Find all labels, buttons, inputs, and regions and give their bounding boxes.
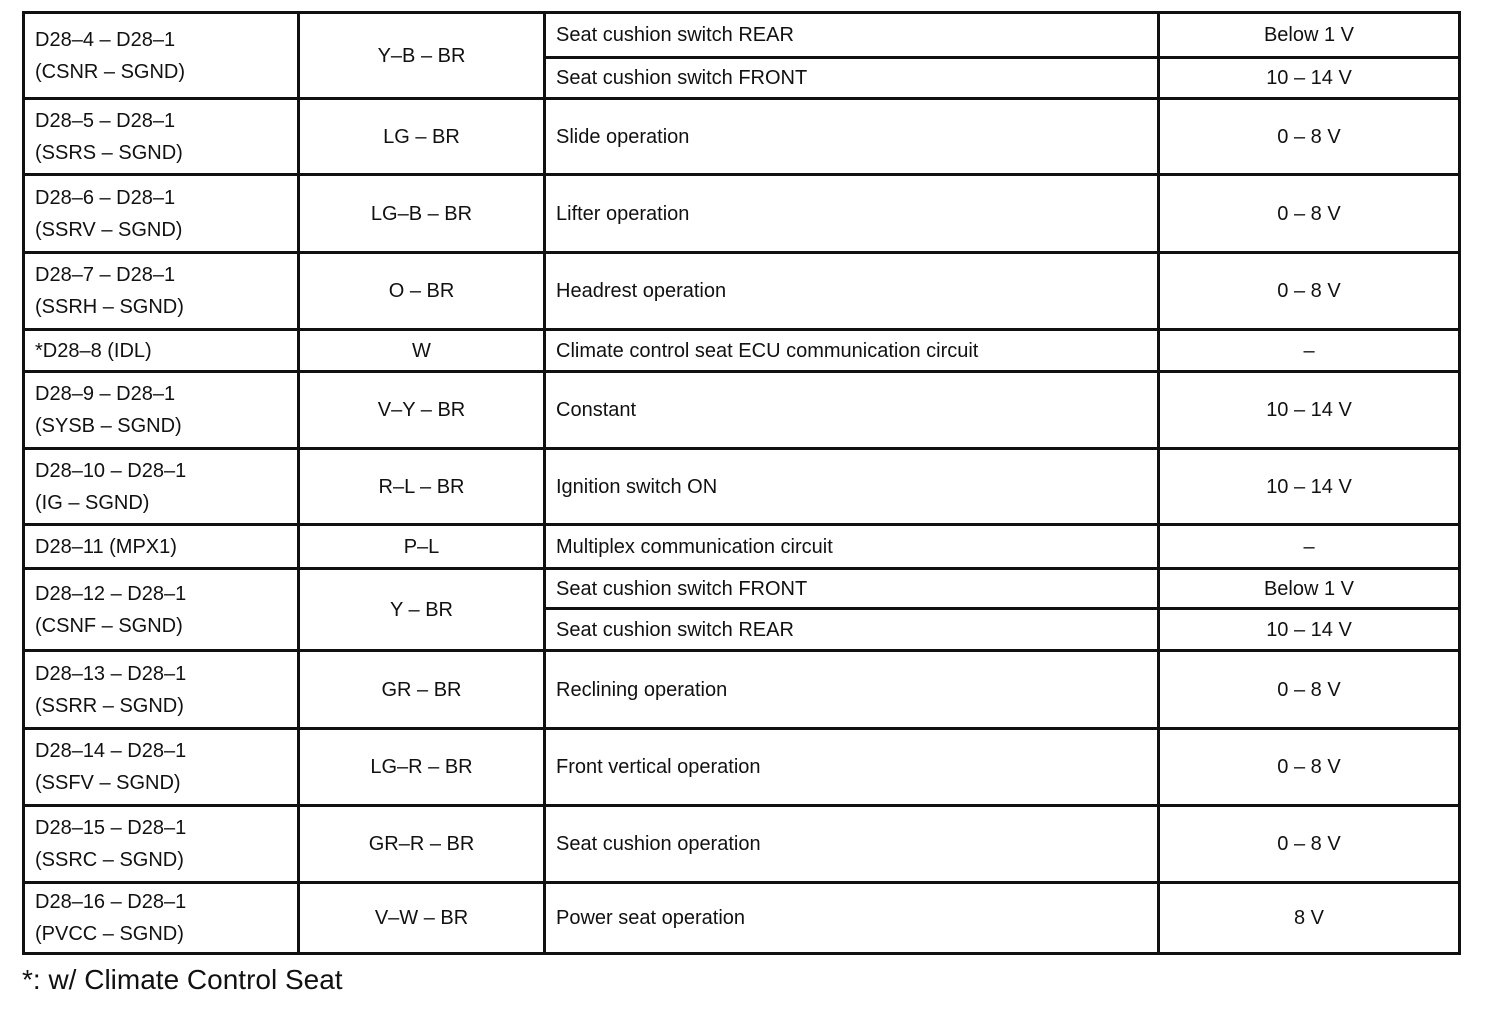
- terminal-cell: D28–5 – D28–1 (SSRS – SGND): [22, 97, 300, 176]
- table-row: D28–14 – D28–1 (SSFV – SGND) LG–R – BR Fron…: [22, 727, 1461, 807]
- footnote: *: w/ Climate Control Seat: [22, 964, 343, 995]
- terminal-line: D28–6 – D28–1: [35, 186, 176, 209]
- terminal-cell: D28–6 – D28–1 (SSRV – SGND): [22, 173, 300, 254]
- spec-cell: 10 – 14 V: [1157, 370, 1461, 450]
- wire-color-cell: P–L: [297, 523, 546, 570]
- terminal-line: (PVCC – SGND): [35, 923, 184, 945]
- terminal-line: (IG – SGND): [35, 491, 150, 514]
- condition-cell: Seat cushion switch REAR: [543, 11, 1160, 59]
- terminal-cell: D28–14 – D28–1 (SSFV – SGND): [22, 727, 300, 807]
- table-row: D28–6 – D28–1 (SSRV – SGND) LG–B – BR Lifte…: [22, 173, 1461, 254]
- condition-cell: Lifter operation: [543, 173, 1160, 254]
- spec-cell: 0 – 8 V: [1157, 173, 1461, 254]
- wire-color-cell: O – BR: [297, 251, 546, 331]
- spec-cell: 0 – 8 V: [1157, 649, 1461, 730]
- terminal-line: D28–11 (MPX1): [35, 535, 177, 558]
- spec-cell: 10 – 14 V: [1157, 56, 1461, 100]
- terminal-line: D28–7 – D28–1: [35, 264, 176, 286]
- terminal-cell: D28–11 (MPX1): [22, 523, 300, 570]
- spec-cell: 0 – 8 V: [1157, 727, 1461, 807]
- condition-cell: Multiplex communication circuit: [543, 523, 1160, 570]
- terminal-line: D28–16 – D28–1: [35, 891, 187, 913]
- terminal-line: D28–5 – D28–1: [35, 109, 176, 132]
- terminal-cell: D28–9 – D28–1 (SYSB – SGND): [22, 370, 300, 450]
- terminal-cell: D28–12 – D28–1 (CSNF – SGND): [22, 567, 300, 652]
- spec-cell: –: [1157, 328, 1461, 373]
- terminal-cell: D28–16 – D28–1 (PVCC – SGND): [22, 881, 300, 955]
- condition-cell: Power seat operation: [543, 881, 1160, 955]
- terminal-line: D28–15 – D28–1: [35, 817, 187, 839]
- condition-cell: Slide operation: [543, 97, 1160, 176]
- table-row: D28–11 (MPX1) P–L Multiplex communication …: [22, 523, 1461, 570]
- terminal-voltage-table: D28–4 – D28–1 (CSNR – SGND) Y–B – BR Seat c…: [22, 11, 1461, 955]
- table-row: D28–10 – D28–1 (IG – SGND) R–L – BR Ignitio…: [22, 447, 1461, 526]
- terminal-line: (CSNR – SGND): [35, 60, 186, 83]
- terminal-line: (SSRH – SGND): [35, 296, 184, 318]
- table-row: D28–16 – D28–1 (PVCC – SGND) V–W – BR Power…: [22, 881, 1461, 955]
- spec-cell: –: [1157, 523, 1461, 570]
- wire-color-cell: Y – BR: [297, 567, 546, 652]
- table-row: D28–9 – D28–1 (SYSB – SGND) V–Y – BR Consta…: [22, 370, 1461, 450]
- wire-color-cell: LG – BR: [297, 97, 546, 176]
- table-row: *D28–8 (IDL) W Climate control seat ECU co…: [22, 328, 1461, 373]
- terminal-line: D28–12 – D28–1: [35, 582, 187, 605]
- terminal-line: *D28–8 (IDL): [35, 339, 152, 362]
- condition-cell: Seat cushion switch REAR: [543, 607, 1160, 652]
- table-row: D28–12 – D28–1 (CSNF – SGND) Y – BR Seat cu…: [22, 567, 1461, 652]
- terminal-line: D28–13 – D28–1: [35, 662, 187, 685]
- table-row: Seat cushion switch FRONT 10 – 14 V: [24, 56, 1461, 100]
- terminal-line: (CSNF – SGND): [35, 614, 183, 637]
- terminal-cell: D28–4 – D28–1 (CSNR – SGND): [22, 11, 300, 100]
- table-row: D28–15 – D28–1 (SSRC – SGND) GR–R – BR Seat…: [22, 804, 1461, 884]
- wire-color-cell: V–Y – BR: [297, 370, 546, 450]
- spec-cell: 0 – 8 V: [1157, 97, 1461, 176]
- terminal-line: (SSFV – SGND): [35, 772, 181, 794]
- terminal-line: D28–10 – D28–1: [35, 459, 187, 482]
- spec-cell: Below 1 V: [1157, 567, 1461, 610]
- condition-cell: Seat cushion switch FRONT: [543, 567, 1160, 610]
- terminal-cell: D28–13 – D28–1 (SSRR – SGND): [22, 649, 300, 730]
- table-row: Seat cushion switch REAR 10 – 14 V: [24, 607, 1461, 652]
- wire-color-cell: LG–B – BR: [297, 173, 546, 254]
- wire-color-cell: V–W – BR: [297, 881, 546, 955]
- spec-cell: 8 V: [1157, 881, 1461, 955]
- condition-cell: Ignition switch ON: [543, 447, 1160, 526]
- spec-cell: Below 1 V: [1157, 11, 1461, 59]
- condition-cell: Reclining operation: [543, 649, 1160, 730]
- table-row: D28–5 – D28–1 (SSRS – SGND) LG – BR Slide o…: [22, 97, 1461, 176]
- condition-cell: Climate control seat ECU communication c…: [543, 328, 1160, 373]
- table-row: D28–7 – D28–1 (SSRH – SGND) O – BR Headrest…: [22, 251, 1461, 331]
- spec-cell: 0 – 8 V: [1157, 804, 1461, 884]
- terminal-cell: *D28–8 (IDL): [22, 328, 300, 373]
- condition-cell: Front vertical operation: [543, 727, 1160, 807]
- wire-color-cell: GR – BR: [297, 649, 546, 730]
- terminal-line: (SSRS – SGND): [35, 141, 183, 164]
- terminal-cell: D28–10 – D28–1 (IG – SGND): [22, 447, 300, 526]
- wire-color-cell: GR–R – BR: [297, 804, 546, 884]
- table-row: D28–4 – D28–1 (CSNR – SGND) Y–B – BR Seat c…: [22, 11, 1461, 100]
- terminal-line: D28–9 – D28–1: [35, 383, 176, 405]
- wire-color-cell: R–L – BR: [297, 447, 546, 526]
- condition-cell: Seat cushion operation: [543, 804, 1160, 884]
- spec-cell: 10 – 14 V: [1157, 607, 1461, 652]
- condition-cell: Seat cushion switch FRONT: [543, 56, 1160, 100]
- spec-cell: 10 – 14 V: [1157, 447, 1461, 526]
- condition-cell: Headrest operation: [543, 251, 1160, 331]
- terminal-line: (SSRC – SGND): [35, 849, 184, 871]
- terminal-line: D28–4 – D28–1: [35, 28, 176, 51]
- terminal-cell: D28–15 – D28–1 (SSRC – SGND): [22, 804, 300, 884]
- wire-color-cell: Y–B – BR: [297, 11, 546, 100]
- terminal-line: D28–14 – D28–1: [35, 740, 187, 762]
- wire-color-cell: LG–R – BR: [297, 727, 546, 807]
- table-row: D28–13 – D28–1 (SSRR – SGND) GR – BR Reclin…: [22, 649, 1461, 730]
- terminal-cell: D28–7 – D28–1 (SSRH – SGND): [22, 251, 300, 331]
- terminal-line: (SSRV – SGND): [35, 218, 183, 241]
- condition-cell: Constant: [543, 370, 1160, 450]
- spec-cell: 0 – 8 V: [1157, 251, 1461, 331]
- wire-color-cell: W: [297, 328, 546, 373]
- terminal-line: (SSRR – SGND): [35, 694, 184, 717]
- terminal-line: (SYSB – SGND): [35, 415, 182, 437]
